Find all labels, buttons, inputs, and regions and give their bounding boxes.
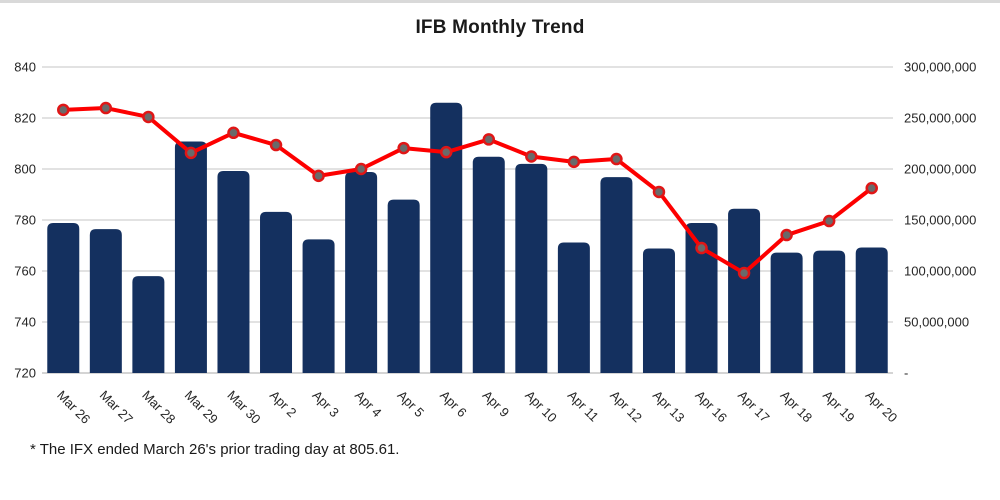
volume-bar (345, 172, 378, 373)
x-axis-category-label: Apr 16 (692, 388, 730, 426)
x-axis-category-label: Mar 29 (182, 388, 221, 427)
left-axis-tick-label: 820 (14, 111, 36, 126)
x-axis-category-label: Apr 2 (267, 388, 300, 421)
line-data-marker (822, 214, 836, 228)
line-data-marker (780, 228, 793, 242)
volume-bar (430, 102, 463, 373)
x-axis-category-label: Apr 13 (650, 388, 688, 426)
volume-bar (642, 248, 675, 373)
x-axis-category-label: Apr 12 (607, 388, 645, 426)
right-axis-tick-label: - (904, 366, 908, 381)
left-axis-tick-label: 720 (14, 366, 36, 381)
volume-bar (47, 223, 80, 373)
volume-bar (515, 163, 548, 373)
volume-bar (89, 229, 122, 373)
volume-bar (472, 156, 505, 373)
line-data-marker (57, 103, 70, 117)
x-axis-category-label: Apr 6 (437, 388, 470, 421)
line-data-marker (439, 145, 453, 159)
right-axis-tick-label: 50,000,000 (904, 315, 969, 330)
x-axis-category-label: Mar 28 (139, 388, 178, 427)
volume-bar (770, 252, 803, 373)
line-data-marker (312, 169, 325, 183)
window-top-strip (0, 0, 1000, 3)
volume-bar (302, 239, 335, 373)
line-data-marker (610, 152, 623, 166)
volume-bar (855, 247, 888, 373)
line-data-marker (227, 126, 240, 140)
volume-bar (132, 276, 165, 373)
x-axis-category-label: Apr 3 (309, 388, 342, 421)
line-data-marker (99, 101, 113, 115)
line-data-marker (567, 155, 581, 169)
x-axis-category-label: Apr 20 (863, 388, 901, 426)
volume-bar (387, 199, 420, 373)
right-axis-tick-label: 150,000,000 (904, 213, 976, 228)
line-data-marker (652, 185, 666, 199)
right-axis-tick-label: 200,000,000 (904, 162, 976, 177)
line-data-marker (142, 110, 155, 124)
x-axis-category-label: Apr 11 (565, 388, 602, 425)
x-axis-category-label: Mar 27 (97, 388, 136, 427)
left-axis-tick-label: 840 (14, 60, 36, 75)
right-axis-tick-label: 100,000,000 (904, 264, 976, 279)
x-axis-category-label: Apr 17 (735, 388, 773, 426)
right-axis-tick-label: 250,000,000 (904, 111, 976, 126)
chart-title: IFB Monthly Trend (415, 17, 585, 38)
x-axis-category-label: Apr 18 (778, 388, 816, 426)
x-axis-category-label: Apr 19 (820, 388, 858, 426)
volume-bar (728, 208, 761, 373)
x-axis-category-label: Mar 30 (224, 388, 263, 427)
line-data-marker (354, 162, 368, 176)
volume-bar (557, 242, 590, 373)
line-data-marker (865, 181, 878, 195)
volume-bar (685, 223, 718, 373)
x-axis-category-label: Mar 26 (54, 388, 93, 427)
right-axis-tick-label: 300,000,000 (904, 60, 976, 75)
x-axis-category-label: Apr 5 (395, 388, 428, 421)
volume-bar (260, 211, 293, 373)
left-axis-tick-label: 740 (14, 315, 36, 330)
left-axis-tick-label: 800 (14, 162, 36, 177)
x-axis-category-label: Apr 9 (480, 388, 513, 421)
index-line-series (61, 106, 874, 276)
line-data-marker (482, 133, 496, 146)
line-data-marker (184, 146, 198, 160)
line-data-marker (695, 241, 708, 255)
volume-bar (600, 177, 633, 373)
volume-bar (217, 171, 250, 373)
x-axis-category-label: Apr 4 (352, 388, 385, 421)
chart-footnote: * The IFX ended March 26's prior trading… (30, 441, 400, 458)
line-data-marker (397, 141, 410, 155)
line-data-marker (737, 266, 751, 280)
left-axis-tick-label: 760 (14, 264, 36, 279)
volume-bar (813, 250, 846, 373)
line-data-marker (269, 138, 283, 152)
left-axis-tick-label: 780 (14, 213, 36, 228)
volume-bar (174, 141, 207, 373)
line-data-marker (525, 150, 538, 163)
x-axis-category-label: Apr 10 (522, 388, 560, 426)
